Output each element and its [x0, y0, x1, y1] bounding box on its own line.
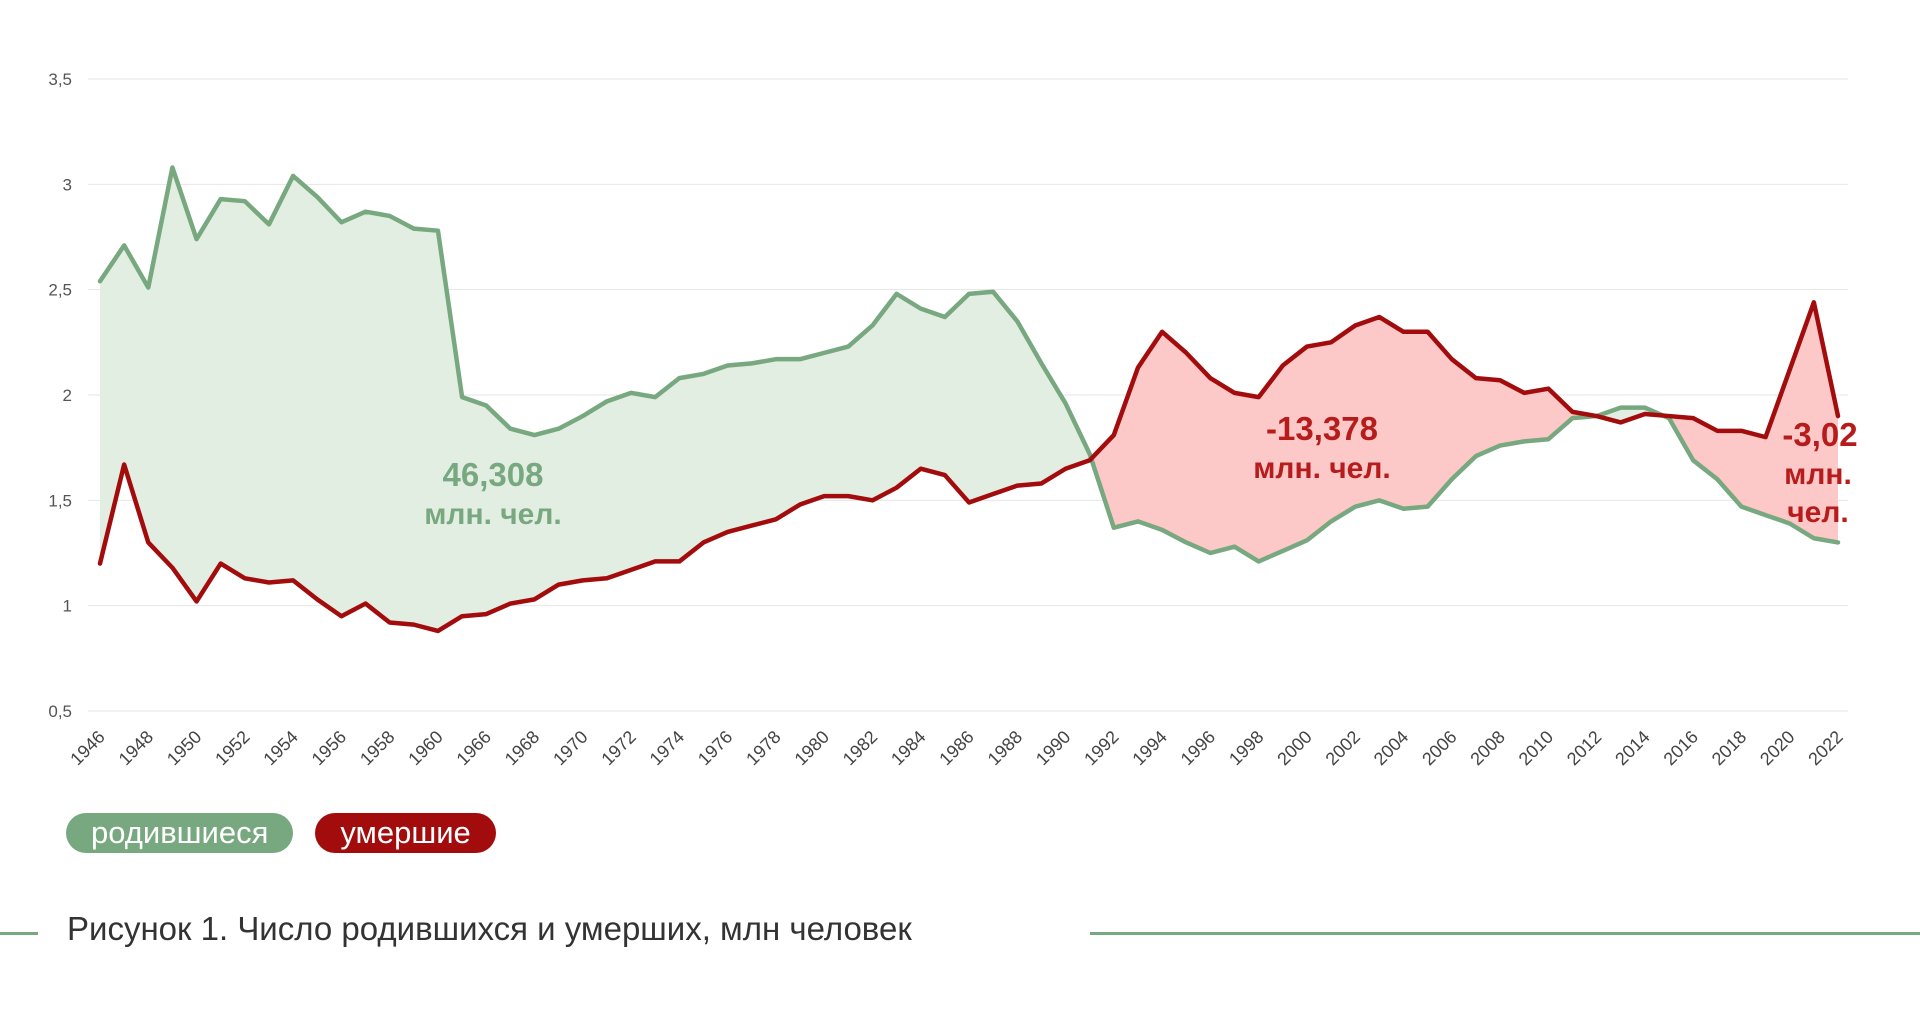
annotation-recent-unit-1: млн.: [1784, 458, 1852, 491]
x-tick-label: 1998: [1225, 727, 1267, 769]
x-axis-tick-labels: 1946 1948 1950 1952 1954 1956 1958 1960 1966 1968…: [66, 727, 1846, 769]
caption-rule-right: [1090, 932, 1920, 935]
x-tick-label: 1952: [211, 727, 253, 769]
series-lines: [97, 165, 1841, 634]
x-tick-label: 2004: [1370, 727, 1412, 769]
x-tick-label: 2014: [1611, 727, 1653, 769]
x-tick-label: 1968: [501, 727, 543, 769]
x-tick-label: 2006: [1418, 727, 1460, 769]
annotation-births-unit: млн. чел.: [424, 498, 562, 531]
gap-fill-areas: [100, 167, 1838, 631]
x-tick-label: 2002: [1322, 727, 1364, 769]
caption-rule-left: [0, 932, 38, 935]
x-tick-label: 2016: [1660, 727, 1702, 769]
y-tick-label: 3,5: [48, 70, 72, 89]
x-tick-label: 1992: [1080, 727, 1122, 769]
y-tick-label: 1: [63, 597, 72, 616]
x-tick-label: 1956: [308, 727, 350, 769]
x-tick-label: 1988: [984, 727, 1026, 769]
x-tick-label: 2010: [1515, 727, 1557, 769]
x-tick-label: 1974: [646, 727, 688, 769]
x-tick-label: 2018: [1708, 727, 1750, 769]
annotation-recent-unit-2: чел.: [1787, 496, 1849, 529]
annotation-deaths-unit: млн. чел.: [1253, 452, 1391, 485]
x-tick-label: 1970: [549, 727, 591, 769]
x-tick-label: 2020: [1756, 727, 1798, 769]
y-tick-label: 2: [63, 386, 72, 405]
y-tick-label: 1,5: [48, 491, 72, 510]
deaths-line: [97, 300, 1841, 634]
x-tick-label: 1976: [694, 727, 736, 769]
x-tick-label: 1954: [259, 727, 301, 769]
y-axis-tick-labels: 0,5 1 1,5 2 2,5 3 3,5: [48, 70, 72, 721]
x-tick-label: 1950: [163, 727, 205, 769]
births-surplus-area: [100, 167, 1092, 631]
x-tick-label: 1996: [1177, 727, 1219, 769]
x-tick-label: 2022: [1804, 727, 1846, 769]
x-tick-label: 1980: [791, 727, 833, 769]
annotation-births-value: 46,308: [443, 456, 544, 493]
legend: родившиеся умершие: [66, 813, 496, 853]
y-tick-label: 0,5: [48, 702, 72, 721]
x-tick-label: 2000: [1273, 727, 1315, 769]
x-tick-label: 1966: [453, 727, 495, 769]
annotations: 46,308 млн. чел. -13,378 млн. чел. -3,02…: [424, 410, 1857, 531]
x-tick-label: 1978: [742, 727, 784, 769]
x-tick-label: 2012: [1563, 727, 1605, 769]
x-tick-label: 1948: [115, 727, 157, 769]
legend-item-deaths: умершие: [315, 813, 496, 853]
annotation-recent-value: -3,02: [1782, 416, 1857, 453]
x-tick-label: 1972: [597, 727, 639, 769]
x-tick-label: 1990: [1032, 727, 1074, 769]
legend-item-births: родившиеся: [66, 813, 294, 853]
x-tick-label: 1986: [935, 727, 977, 769]
figure-caption: Рисунок 1. Число родившихся и умерших, м…: [67, 910, 912, 947]
y-tick-label: 2,5: [48, 281, 72, 300]
x-tick-label: 1984: [887, 727, 929, 769]
deaths-surplus-area: [1091, 317, 1597, 562]
births-line: [97, 165, 1841, 564]
annotation-deaths-value: -13,378: [1266, 410, 1378, 447]
y-tick-label: 3: [63, 175, 72, 194]
x-tick-label: 1960: [404, 727, 446, 769]
x-tick-label: 2008: [1466, 727, 1508, 769]
x-tick-label: 1958: [356, 727, 398, 769]
x-tick-label: 1946: [66, 727, 108, 769]
x-tick-label: 1982: [839, 727, 881, 769]
x-tick-label: 1994: [1128, 727, 1170, 769]
